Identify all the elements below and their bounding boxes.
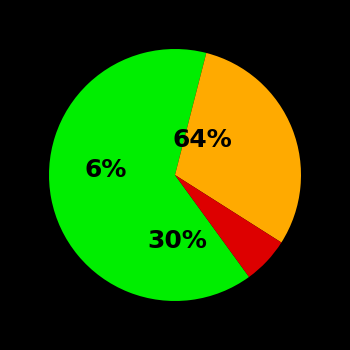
Wedge shape [175,53,301,243]
Text: 64%: 64% [173,128,233,152]
Wedge shape [175,175,281,277]
Text: 6%: 6% [84,158,127,182]
Wedge shape [49,49,249,301]
Text: 30%: 30% [148,229,208,252]
